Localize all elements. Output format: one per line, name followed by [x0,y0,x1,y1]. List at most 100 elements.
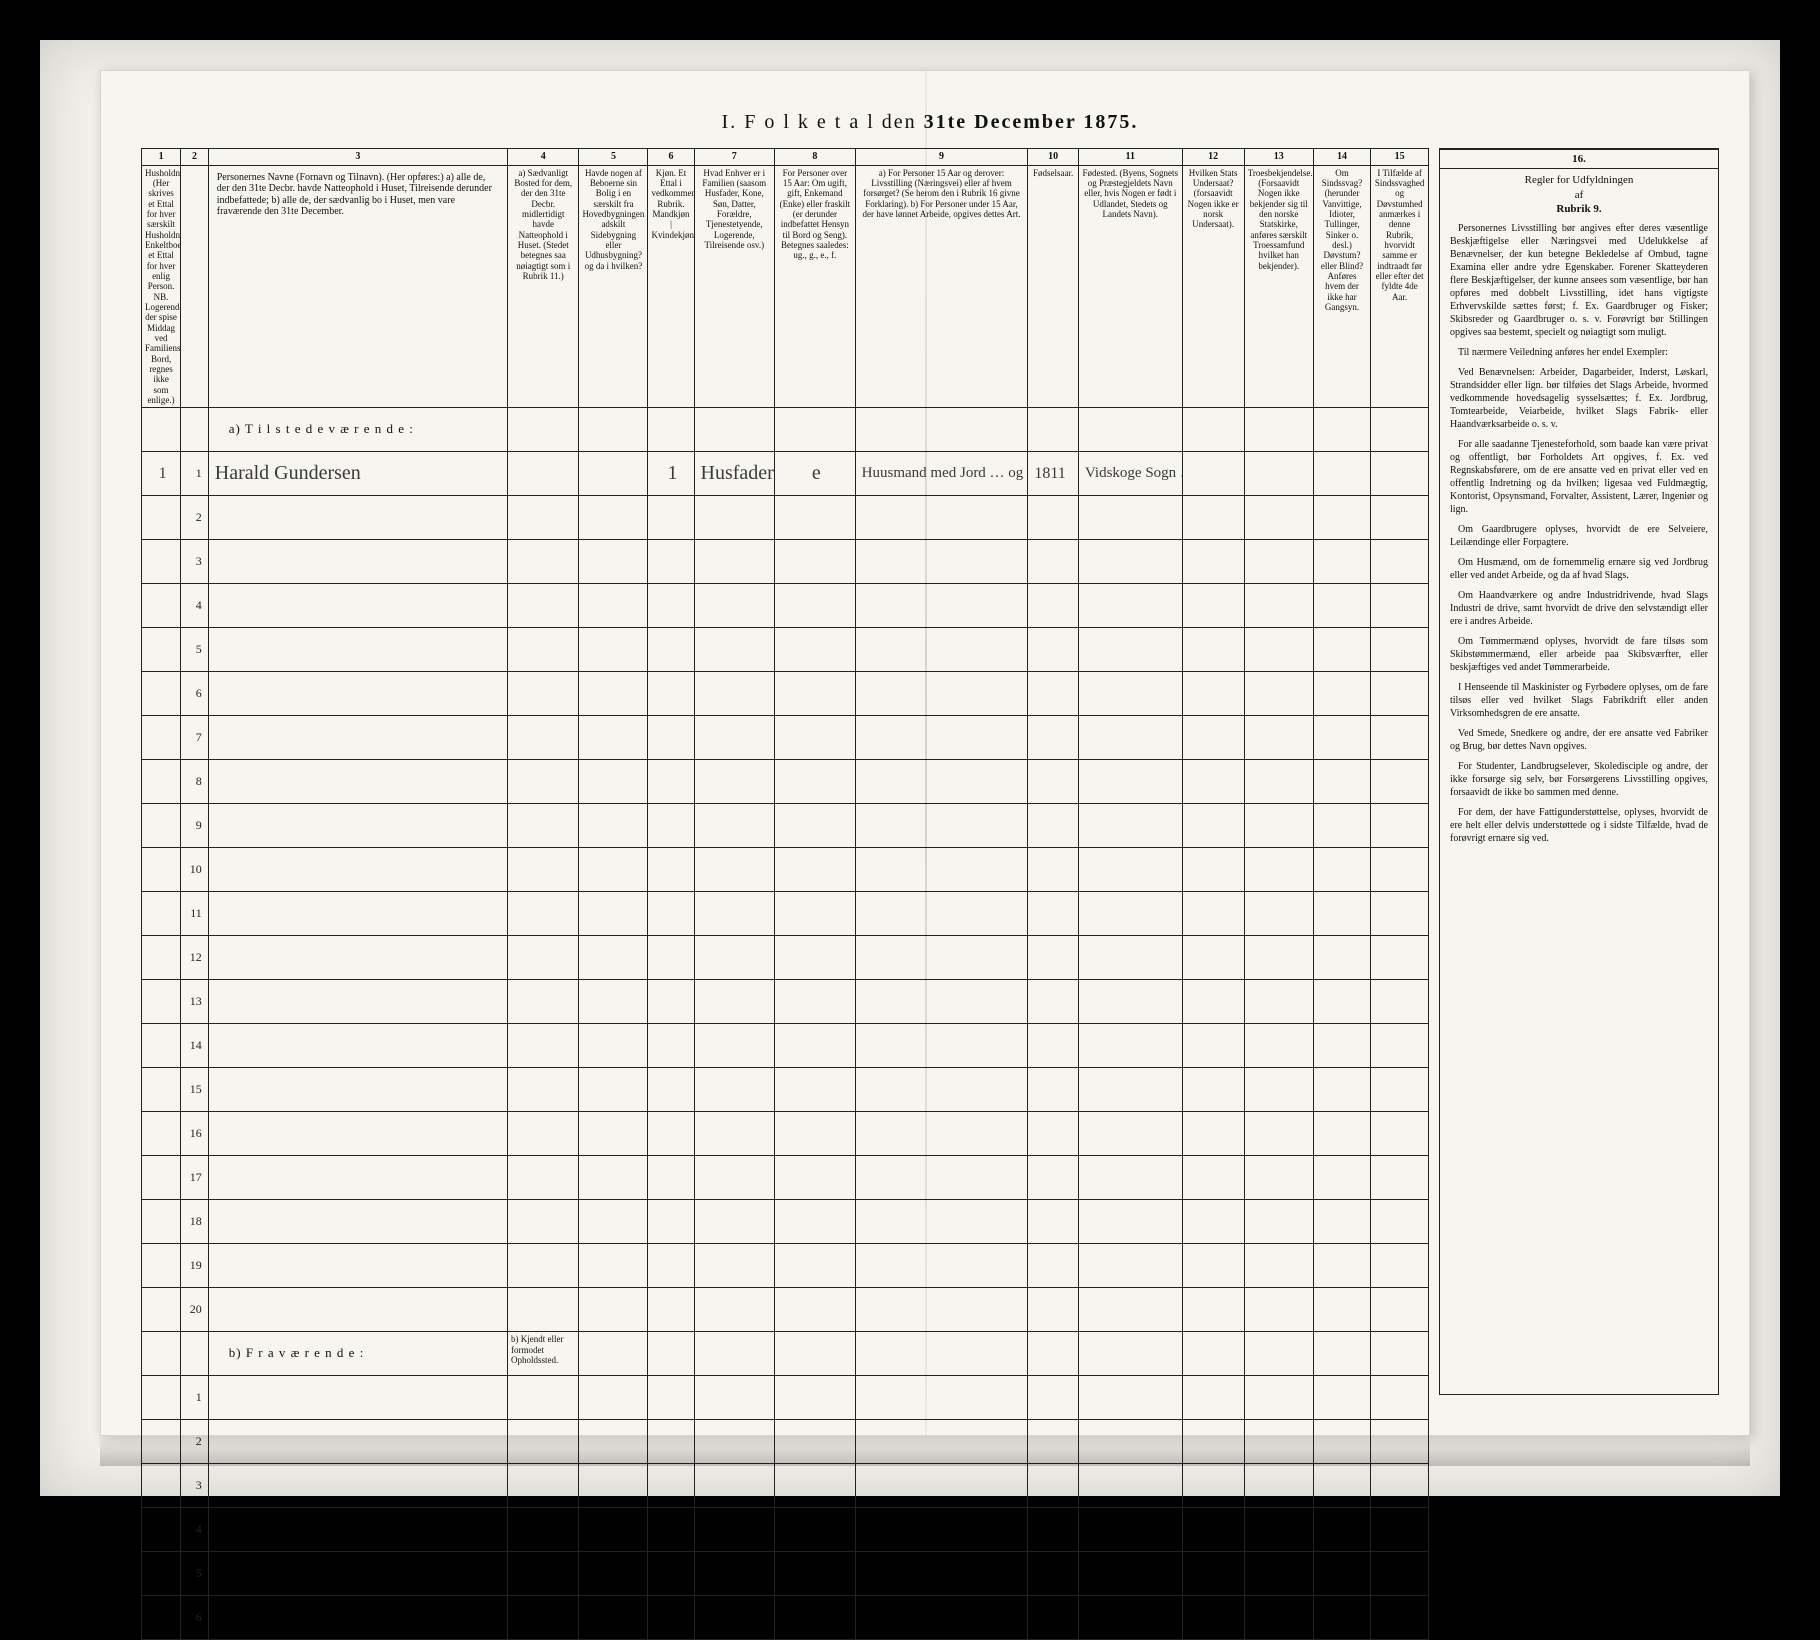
cell [1244,1200,1313,1244]
cell [1371,936,1429,980]
cell [648,1112,694,1156]
cell [1078,496,1182,540]
cell [1182,936,1244,980]
cell [1182,672,1244,716]
table-row: 18 [142,1200,1429,1244]
cell [1371,892,1429,936]
cell [1078,1464,1182,1508]
cell [855,540,1028,584]
cell [855,1552,1028,1596]
table-row: 6 [142,1596,1429,1640]
cell [208,496,507,540]
cell [208,672,507,716]
cell [1028,1596,1079,1640]
col-num: 1 [142,149,181,166]
table-row: 7 [142,716,1429,760]
cell [142,760,181,804]
cell [508,1376,579,1420]
cell [208,1464,507,1508]
cell [1313,804,1371,848]
col-head: a) Sædvanligt Bosted for dem, der den 31… [508,165,579,408]
cell [855,584,1028,628]
cell: 16 [181,1112,209,1156]
cell [648,1200,694,1244]
cell [142,584,181,628]
cell [1028,804,1079,848]
cell [1371,1508,1429,1552]
cell [694,848,775,892]
cell [1313,1508,1371,1552]
cell [1371,980,1429,1024]
rules-paragraph: Om Husmænd, om de fornemmelig ernære sig… [1450,556,1708,582]
cell [1182,804,1244,848]
cell [1028,716,1079,760]
cell [1182,1552,1244,1596]
cell [775,760,856,804]
table-row: 5 [142,1552,1429,1596]
cell [1028,1552,1079,1596]
cell [1244,1376,1313,1420]
section-b-label: b) F r a v æ r e n d e : [208,1332,507,1376]
cell [208,628,507,672]
cell [1182,848,1244,892]
section-row: a) T i l s t e d e v æ r e n d e : [142,408,1429,452]
cell [855,804,1028,848]
cell [579,760,648,804]
cell [1371,1068,1429,1112]
cell [142,1596,181,1640]
col-head: Fødested. (Byens, Sognets og Præstegjeld… [1078,165,1182,408]
cell: 2 [181,496,209,540]
cell [1313,1156,1371,1200]
cell [694,1288,775,1332]
cell [694,1376,775,1420]
cell: 1 [648,452,694,496]
rules-heading: Regler for UdfyldningenafRubrik 9. [1450,173,1708,216]
cell [1078,1376,1182,1420]
cell [1028,848,1079,892]
cell [579,1244,648,1288]
cell: 9 [181,804,209,848]
cell: 8 [181,760,209,804]
cell [1078,540,1182,584]
cell [579,1464,648,1508]
rules-paragraph: For dem, der have Fattigunderstøttelse, … [1450,806,1708,845]
cell [648,1508,694,1552]
cell [1313,496,1371,540]
cell [208,804,507,848]
cell [1078,1024,1182,1068]
section-b-col4: b) Kjendt eller formodet Opholdssted. [508,1332,579,1376]
cell [142,1552,181,1596]
cell [508,584,579,628]
cell [1371,540,1429,584]
cell [694,540,775,584]
cell [208,584,507,628]
cell [142,628,181,672]
cell [1078,1244,1182,1288]
cell [694,1244,775,1288]
rules-paragraph: I Henseende til Maskinister og Fyrbødere… [1450,681,1708,720]
cell [1371,1288,1429,1332]
cell [1078,936,1182,980]
cell [1371,1376,1429,1420]
cell [1028,1244,1079,1288]
cell [1313,760,1371,804]
cell [855,1376,1028,1420]
cell [648,672,694,716]
cell [508,936,579,980]
col-num: 3 [208,149,507,166]
page-title: I. F o l k e t a l den 31te December 187… [141,111,1719,134]
cell [579,1112,648,1156]
cell [208,1068,507,1112]
cell [1028,1068,1079,1112]
col-num: 14 [1313,149,1371,166]
cell [508,1112,579,1156]
cell [1371,1420,1429,1464]
cell [855,716,1028,760]
cell: 2 [181,1420,209,1464]
cell [1028,672,1079,716]
table-row: 6 [142,672,1429,716]
census-form: 123456789101112131415 Husholdninger. (He… [141,148,1429,1395]
col-num: 15 [1371,149,1429,166]
cell [1313,848,1371,892]
cell [1028,1112,1079,1156]
